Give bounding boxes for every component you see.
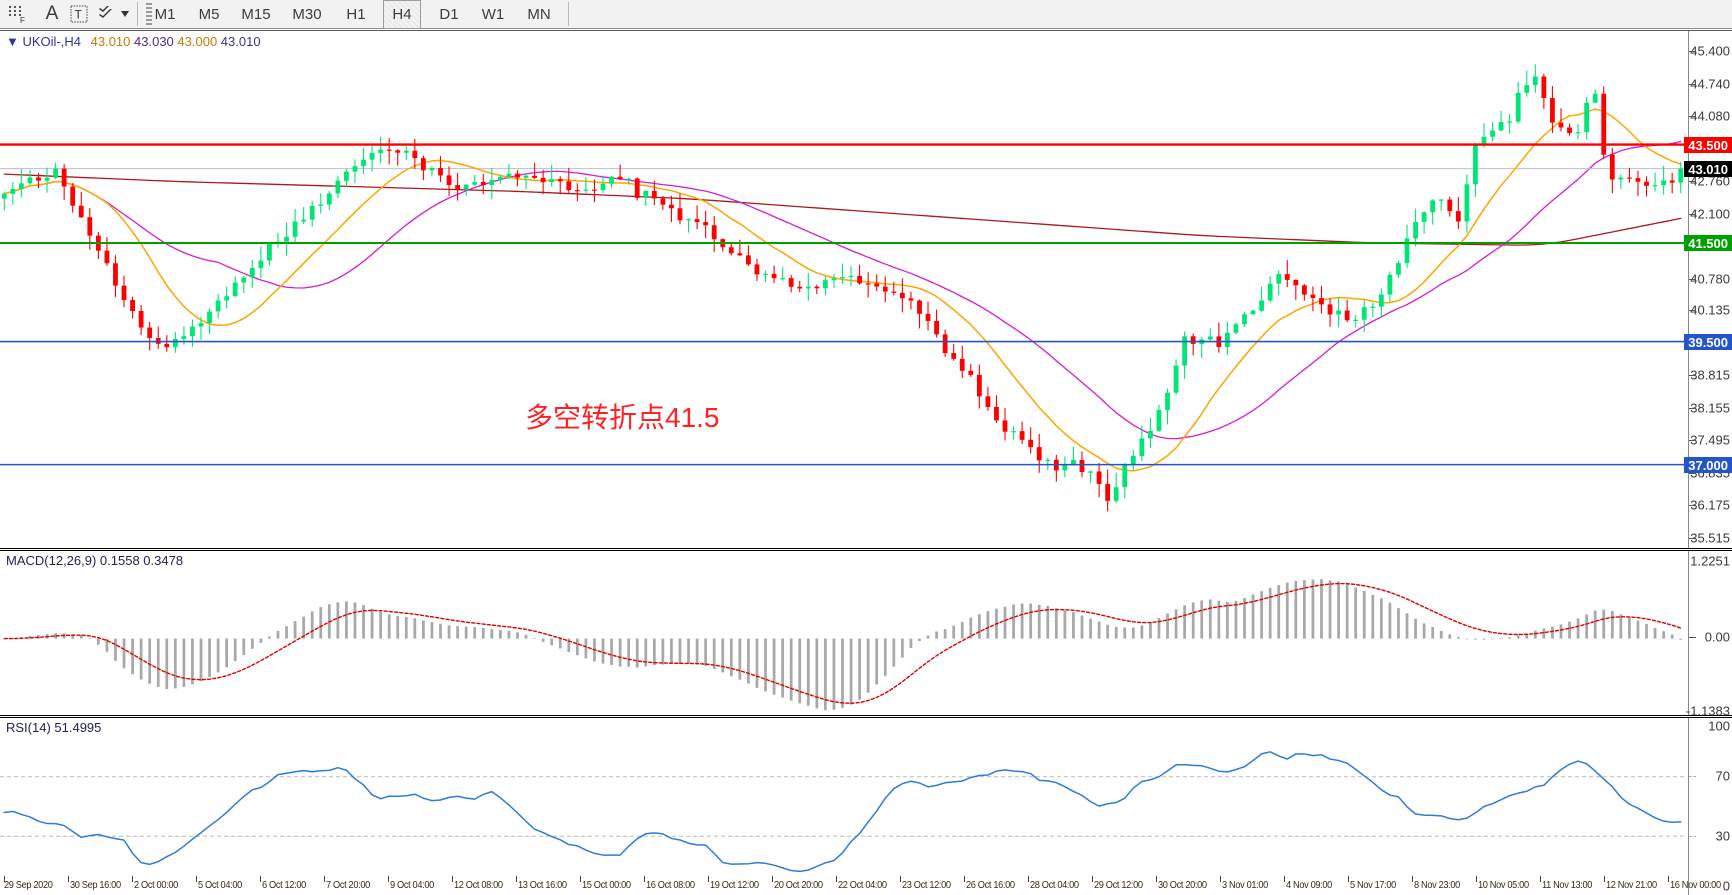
svg-text:F: F <box>20 16 25 24</box>
svg-text:T: T <box>75 8 83 22</box>
